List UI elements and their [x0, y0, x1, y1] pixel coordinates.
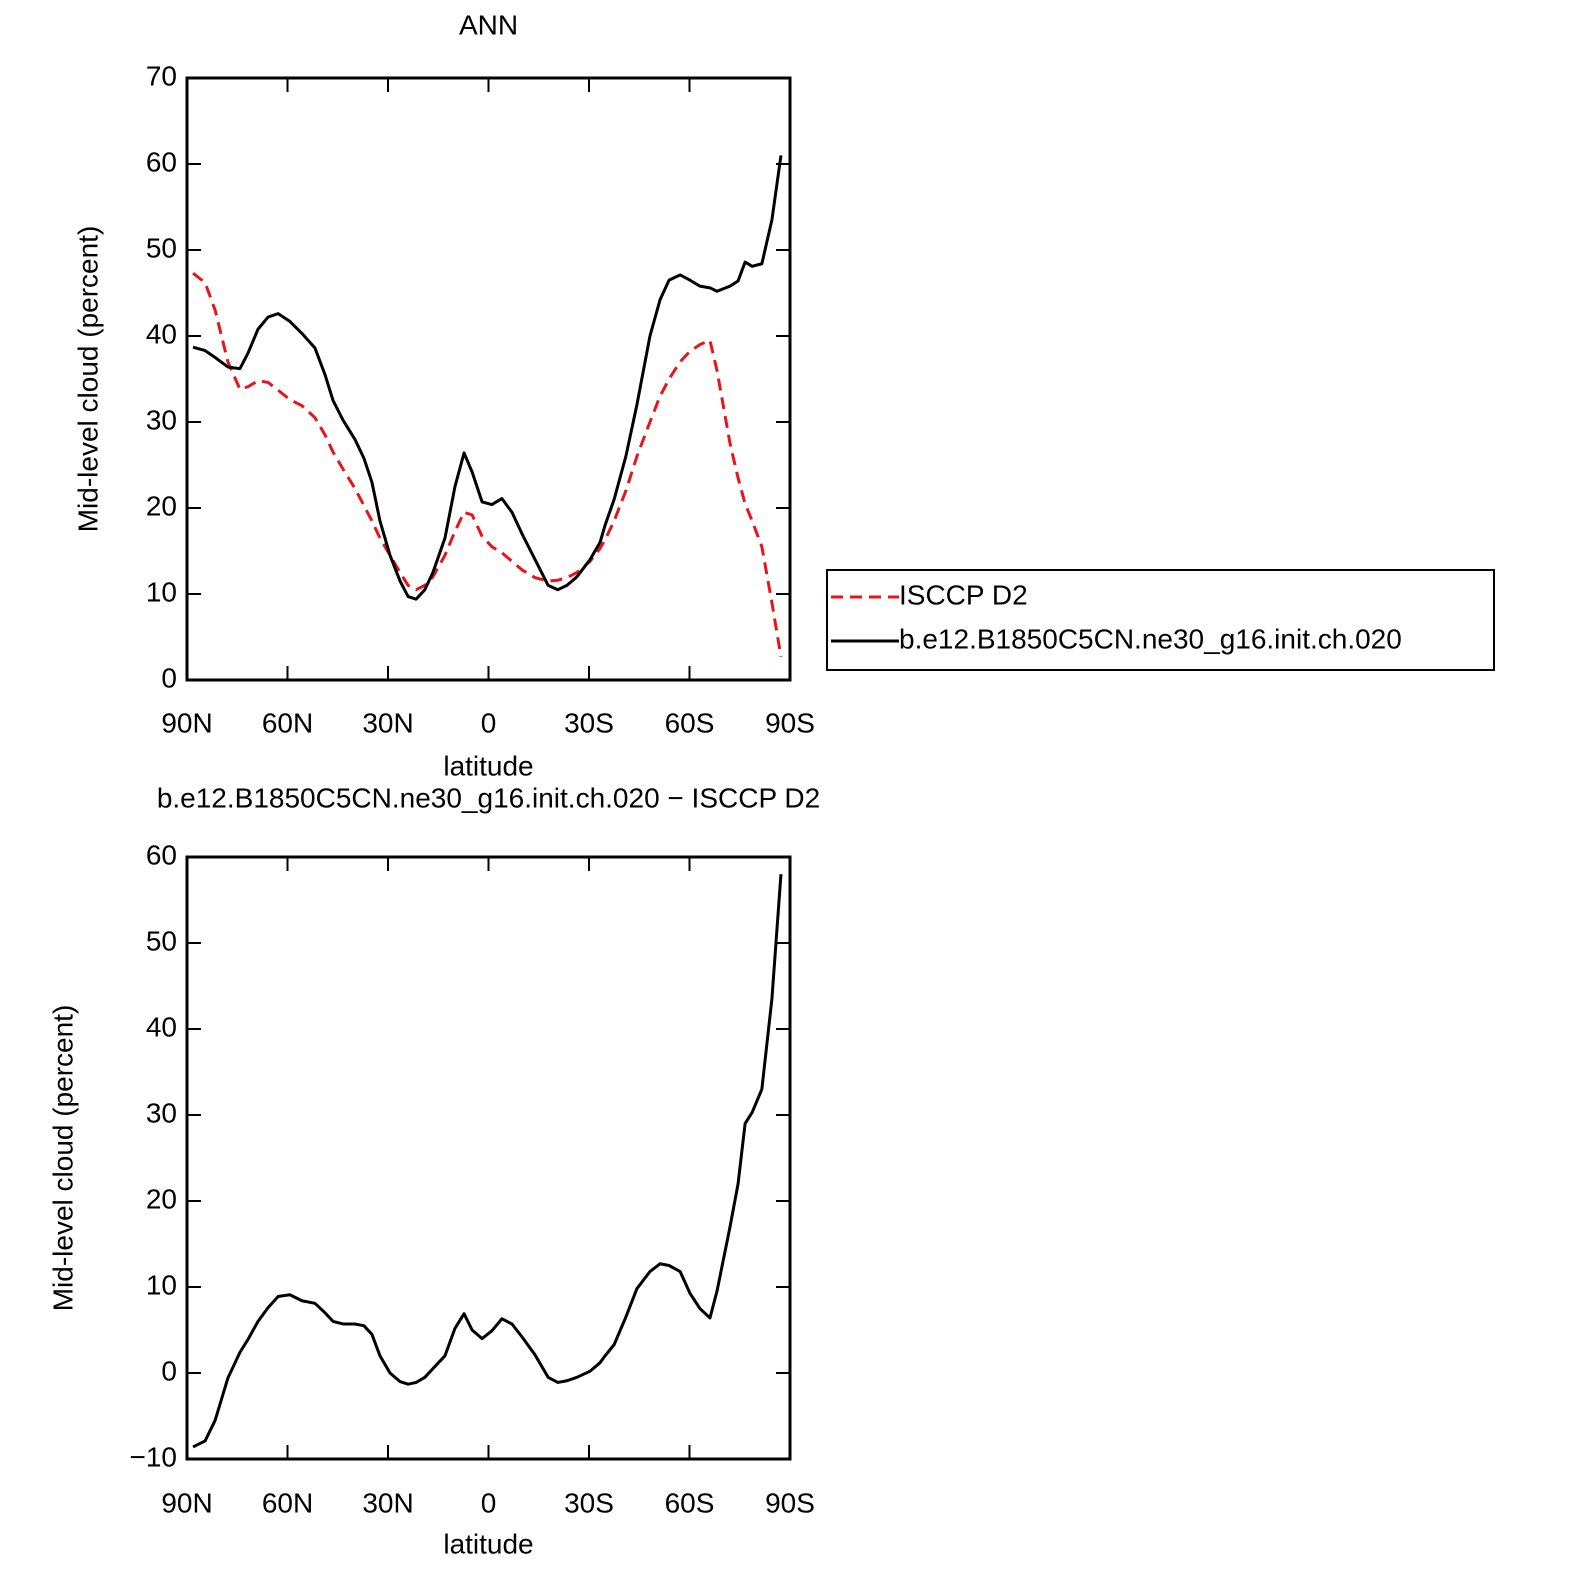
- y-tick-label: 60: [146, 146, 177, 177]
- y-tick-label: 20: [146, 490, 177, 521]
- data-line: [192, 155, 783, 601]
- x-tick-label: 0: [481, 1487, 497, 1518]
- y-tick-label: 10: [146, 576, 177, 607]
- chart-title: b.e12.B1850C5CN.ne30_g16.init.ch.020 − I…: [157, 782, 820, 813]
- x-tick-label: 60S: [665, 1487, 715, 1518]
- y-tick-label: 50: [146, 925, 177, 956]
- x-tick-label: 90N: [161, 1487, 212, 1518]
- x-tick-label: 30N: [362, 707, 413, 738]
- y-tick-label: 70: [146, 60, 177, 91]
- x-tick-label: 60N: [262, 707, 313, 738]
- data-line: [192, 874, 783, 1449]
- legend-label: ISCCP D2: [899, 579, 1028, 610]
- y-tick-label: 0: [161, 1355, 177, 1386]
- y-tick-label: 30: [146, 404, 177, 435]
- x-axis-label: latitude: [443, 1528, 533, 1559]
- x-tick-label: 60S: [665, 707, 715, 738]
- y-tick-label: 30: [146, 1097, 177, 1128]
- x-tick-label: 90S: [765, 1487, 815, 1518]
- legend-box: [826, 569, 1495, 671]
- x-axis-label: latitude: [443, 750, 533, 781]
- y-axis-label: Mid-level cloud (percent): [72, 226, 103, 533]
- x-tick-label: 0: [481, 707, 497, 738]
- x-tick-label: 90S: [765, 707, 815, 738]
- x-tick-label: 60N: [262, 1487, 313, 1518]
- chart-title: ANN: [459, 9, 518, 40]
- data-line: [192, 272, 783, 658]
- y-tick-label: 10: [146, 1269, 177, 1300]
- y-tick-label: 40: [146, 1011, 177, 1042]
- legend-label: b.e12.B1850C5CN.ne30_g16.init.ch.020: [899, 623, 1402, 654]
- y-tick-label: 60: [146, 839, 177, 870]
- plot-frame: [185, 855, 792, 1461]
- y-tick-label: 20: [146, 1183, 177, 1214]
- y-tick-label: −10: [130, 1441, 178, 1472]
- x-tick-label: 30N: [362, 1487, 413, 1518]
- x-tick-label: 30S: [564, 1487, 614, 1518]
- y-tick-label: 40: [146, 318, 177, 349]
- y-tick-label: 0: [161, 662, 177, 693]
- y-axis-label: Mid-level cloud (percent): [47, 1005, 78, 1312]
- x-tick-label: 30S: [564, 707, 614, 738]
- y-tick-label: 50: [146, 232, 177, 263]
- x-tick-label: 90N: [161, 707, 212, 738]
- plot-frame: [185, 76, 792, 682]
